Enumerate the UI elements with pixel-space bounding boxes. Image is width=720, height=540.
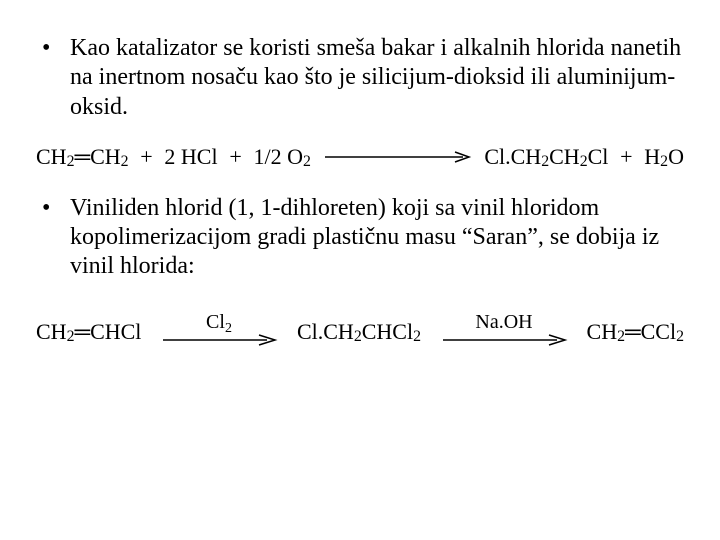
equation-1: CH2═CH2 + 2 HCl + 1/2 O2 Cl.CH2CH2Cl + H…: [36, 144, 684, 170]
reaction-arrow-icon: Na.OH: [439, 312, 569, 352]
svg-text:Cl2: Cl2: [206, 312, 232, 336]
bullet-list: Viniliden hlorid (1, 1-dihloreten) koji …: [36, 194, 684, 282]
eq1-water: H2O: [644, 144, 684, 170]
eq2-mid: Cl.CH2CHCl2: [297, 319, 421, 345]
bullet-list: Kao katalizator se koristi smeša bakar i…: [36, 34, 684, 122]
eq1-plus: +: [620, 144, 632, 170]
eq1-plus: +: [229, 144, 241, 170]
bullet-item: Viniliden hlorid (1, 1-dihloreten) koji …: [36, 194, 684, 282]
eq1-plus: +: [140, 144, 152, 170]
reaction-arrow-icon: Cl2: [159, 312, 279, 352]
eq1-o2: 1/2 O2: [253, 144, 310, 170]
eq2-start: CH2═CHCl: [36, 319, 141, 345]
reaction-arrow-icon: [323, 150, 473, 164]
eq1-dce: Cl.CH2CH2Cl: [484, 144, 608, 170]
eq1-hcl: 2 HCl: [164, 144, 217, 170]
eq1-ethylene: CH2═CH2: [36, 144, 129, 170]
equation-2: CH2═CHCl Cl2 Cl.CH2CHCl2 Na.OH CH2═CCl2: [36, 312, 684, 352]
svg-text:Na.OH: Na.OH: [475, 312, 532, 333]
eq2-end: CH2═CCl2: [587, 319, 684, 345]
slide: Kao katalizator se koristi smeša bakar i…: [0, 0, 720, 540]
bullet-item: Kao katalizator se koristi smeša bakar i…: [36, 34, 684, 122]
